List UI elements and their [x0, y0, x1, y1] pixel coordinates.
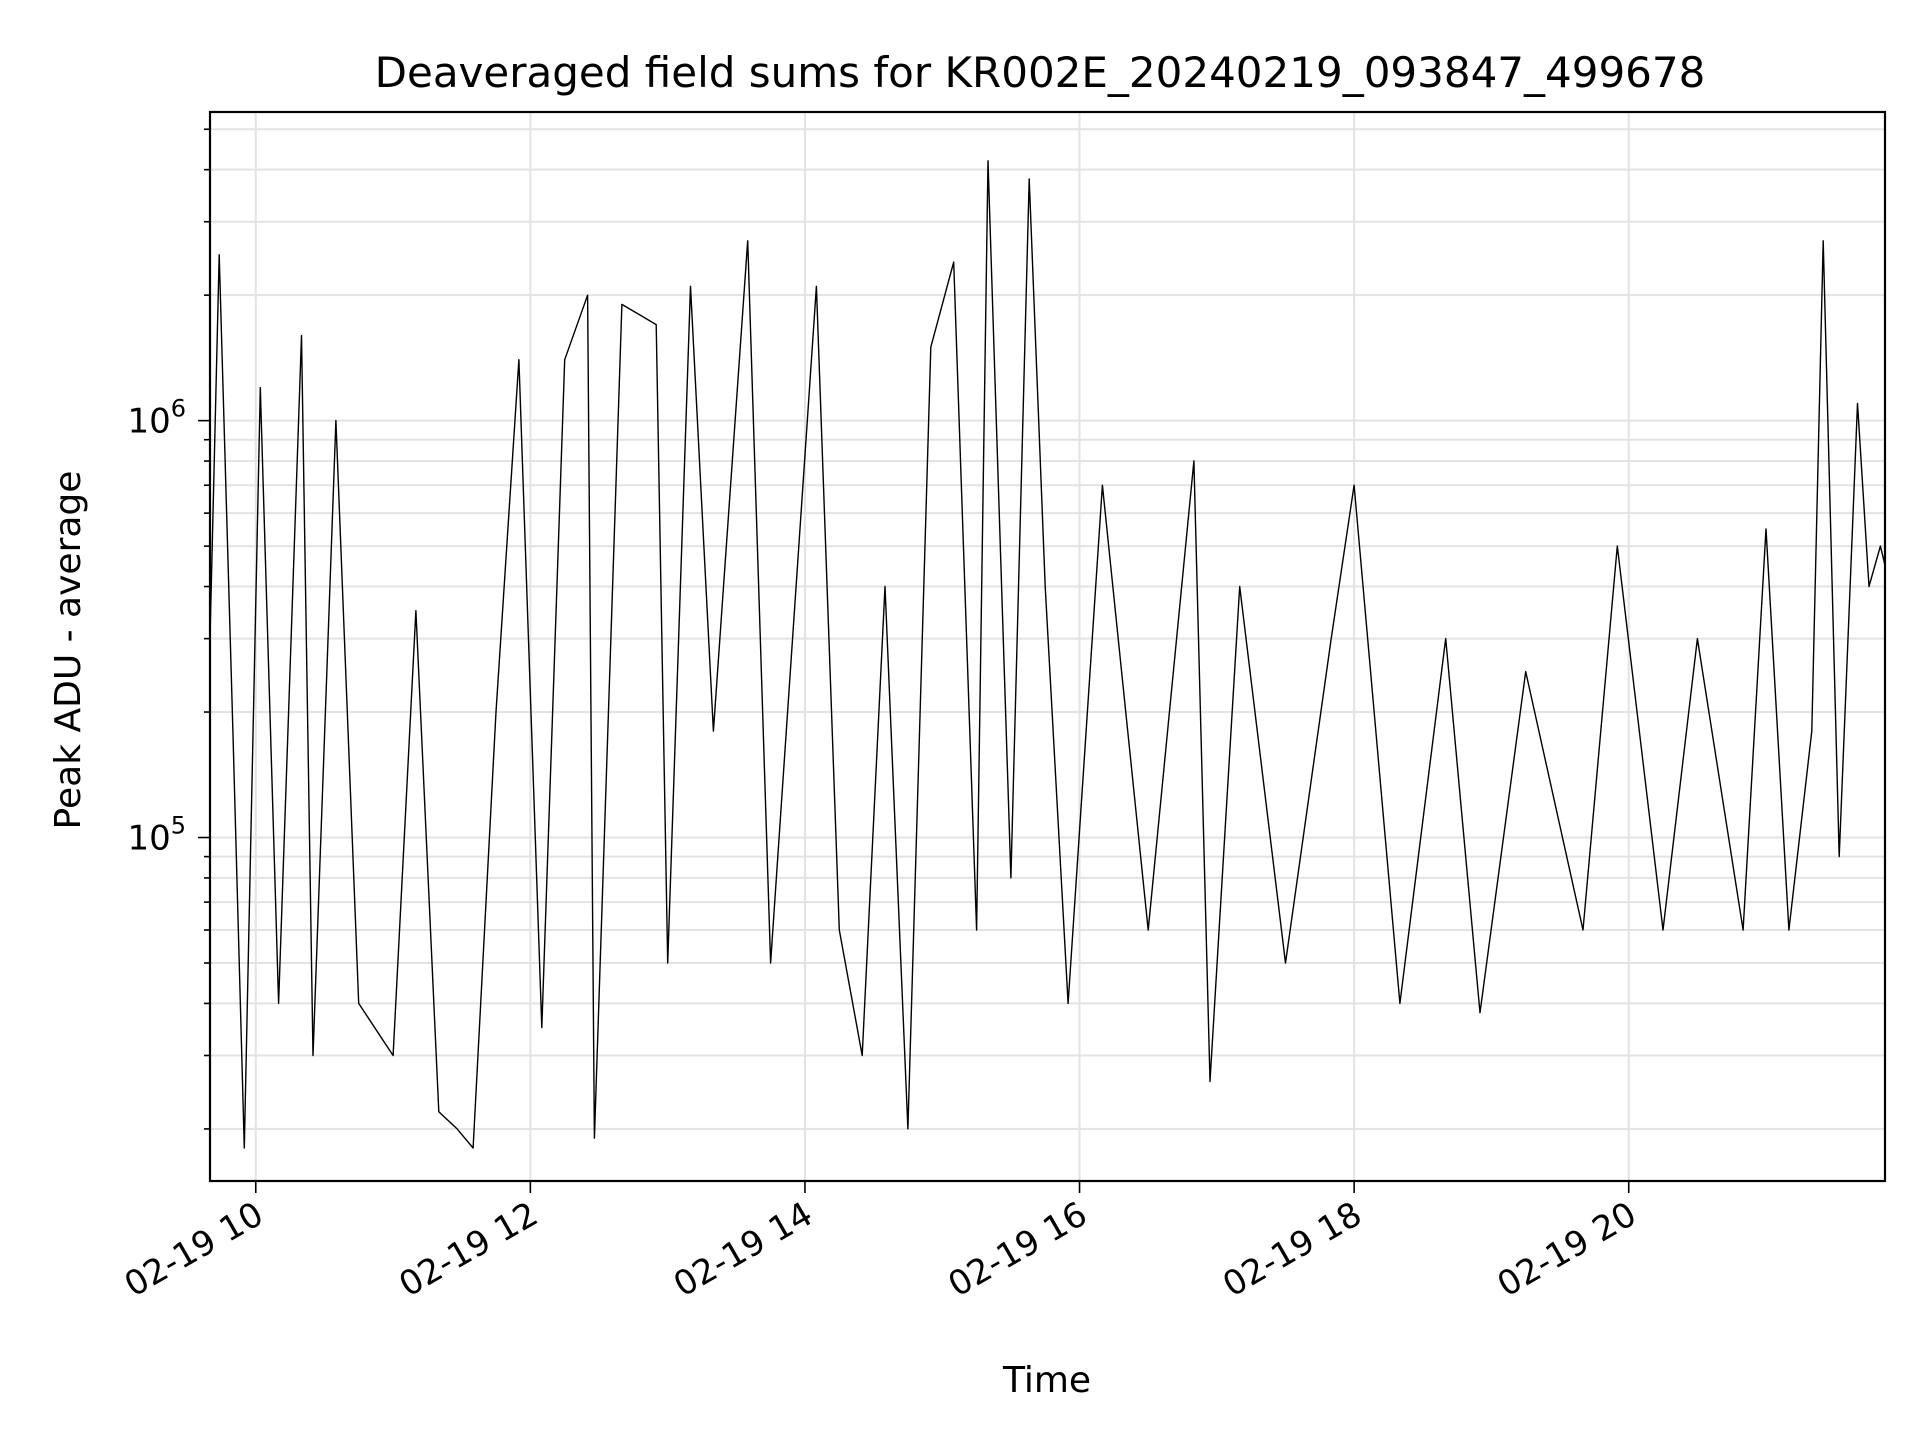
x-axis-label: Time [1002, 1360, 1091, 1401]
y-axis-label: Peak ADU - average [48, 471, 89, 830]
series-polyline [209, 160, 1886, 1149]
y-tick-label: 106 [127, 395, 186, 442]
series-line [209, 160, 1886, 1149]
y-tick-label: 105 [127, 812, 186, 859]
plot-frame [208, 110, 1887, 1183]
chart-title: Deaveraged field sums for KR002E_2024021… [375, 48, 1706, 97]
